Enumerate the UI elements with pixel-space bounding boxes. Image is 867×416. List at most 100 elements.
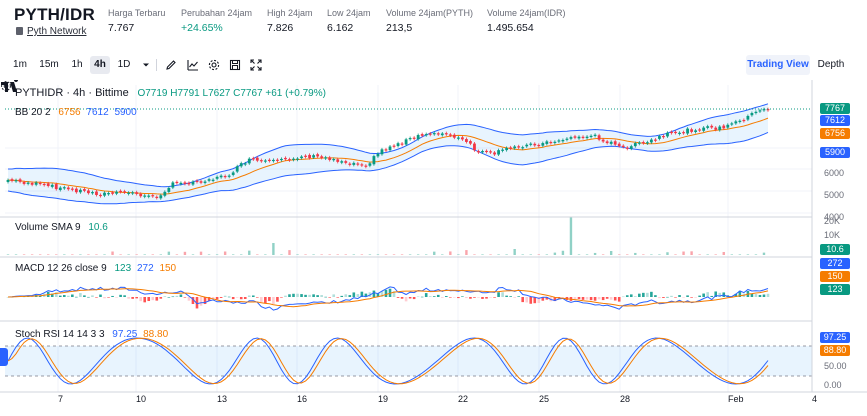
- interval-4h[interactable]: 4h: [90, 56, 110, 74]
- macd-histogram-bar: [718, 292, 722, 297]
- macd-histogram-bar: [396, 297, 400, 298]
- draw-icon[interactable]: [164, 58, 178, 72]
- volume-bar: [304, 254, 307, 255]
- interval-15m[interactable]: 15m: [39, 59, 59, 70]
- stat-volume-pyth: Volume 24jam(PYTH) 213,5: [386, 8, 473, 34]
- settings-icon[interactable]: [207, 58, 221, 72]
- macd-histogram-bar: [280, 297, 283, 298]
- macd-histogram-bar: [497, 292, 500, 297]
- macd-histogram-bar: [340, 295, 344, 297]
- candle-body: [541, 143, 545, 146]
- candle-body: [388, 146, 392, 151]
- trading-view-tab[interactable]: Trading View: [746, 55, 810, 75]
- macd-histogram-bar: [260, 297, 263, 303]
- bb-lower-line: [7, 131, 769, 205]
- macd-tag-hist: 123: [820, 284, 850, 295]
- candle-body: [87, 190, 90, 194]
- stoch-rsi-plot: [5, 337, 812, 385]
- volume-bar: [529, 254, 532, 255]
- collapse-left-handle[interactable]: [0, 348, 8, 366]
- macd-histogram-bar: [629, 294, 633, 297]
- candle-body: [316, 154, 320, 157]
- toolbar-divider: [156, 59, 157, 71]
- macd-histogram-bar: [243, 297, 247, 299]
- chart-title: PYTHIDR · 4h · Bittime: [15, 87, 129, 99]
- macd-histogram-bar: [505, 295, 508, 297]
- interval-1m[interactable]: 1m: [13, 59, 27, 70]
- volume-bar: [706, 254, 709, 255]
- macd-histogram-bar: [605, 297, 609, 299]
- candle-body: [368, 163, 372, 166]
- volume-bar: [722, 252, 725, 255]
- stoch-tag-k: 97.25: [820, 332, 850, 343]
- macd-histogram-bar: [163, 296, 167, 297]
- volume-bar: [457, 254, 460, 255]
- fullscreen-icon[interactable]: [249, 58, 263, 72]
- macd-histogram-bar: [445, 296, 448, 297]
- candle-body: [497, 150, 500, 155]
- candle-body: [537, 144, 541, 147]
- save-icon[interactable]: [228, 58, 242, 72]
- volume-bar: [127, 254, 130, 255]
- stat-label: Perubahan 24jam: [181, 8, 253, 18]
- candle-body: [690, 129, 693, 132]
- macd-histogram-bar: [754, 294, 758, 297]
- volume-bar: [199, 251, 203, 255]
- macd-histogram-bar: [477, 297, 480, 298]
- candle-body: [231, 172, 235, 175]
- candle-body: [589, 135, 593, 138]
- candle-body: [219, 175, 223, 178]
- candle-body: [372, 156, 376, 165]
- macd-histogram-bar: [589, 297, 593, 301]
- candle-body: [30, 182, 34, 185]
- macd-histogram-bar: [364, 293, 368, 297]
- candle-body: [167, 187, 171, 192]
- candle-body: [557, 140, 561, 142]
- volume-bar: [79, 254, 82, 255]
- candle-body: [469, 141, 472, 144]
- macd-histogram-bar: [239, 297, 243, 300]
- candle-body: [344, 161, 348, 163]
- time-tick: 13: [217, 394, 228, 404]
- chart-area[interactable]: PYTHIDR · 4h · Bittime O7719 H7791 L7627…: [0, 80, 867, 416]
- volume-bar: [577, 254, 581, 255]
- macd-histogram-bar: [6, 297, 10, 298]
- interval-1d[interactable]: 1D: [117, 59, 131, 70]
- macd-tag-signal: 150: [820, 271, 850, 282]
- macd-histogram-bar: [662, 297, 665, 298]
- candle-body: [633, 143, 637, 147]
- candle-body: [83, 189, 86, 191]
- stat-value: 213,5: [386, 22, 413, 34]
- candle-body: [123, 191, 127, 193]
- volume-bar: [561, 250, 565, 255]
- time-tick: 16: [297, 394, 308, 404]
- candle-body: [103, 192, 106, 196]
- gear-icon[interactable]: [0, 80, 12, 92]
- candle-body: [50, 184, 54, 187]
- macd-histogram-bar: [682, 297, 685, 298]
- stat-label: Low 24jam: [327, 8, 371, 18]
- depth-tab[interactable]: Depth: [817, 59, 845, 70]
- macd-histogram-bar: [247, 295, 251, 297]
- macd-histogram-bar: [83, 295, 86, 297]
- source-link[interactable]: Pyth Network: [16, 26, 86, 37]
- indicator-icon[interactable]: [186, 58, 200, 72]
- price-tag-bb-upper: 7612: [820, 115, 850, 126]
- candle-body: [448, 134, 452, 136]
- volume-bar: [248, 250, 251, 255]
- macd-histogram-bar: [171, 296, 175, 298]
- volume-bar: [626, 254, 629, 255]
- volume-bar: [63, 254, 66, 255]
- chart-toolbar: 1m 15m 1h 4h 1D Trading View Depth: [0, 52, 867, 78]
- stoch-tag-d: 88.80: [820, 345, 850, 356]
- chevron-down-icon[interactable]: [139, 58, 153, 72]
- volume-bar: [433, 251, 436, 255]
- candle-body: [119, 190, 122, 193]
- candle-body: [489, 151, 492, 153]
- macd-histogram-bar: [135, 297, 138, 299]
- interval-1h[interactable]: 1h: [71, 59, 83, 70]
- macd-histogram-bar: [256, 297, 259, 298]
- chart-canvas[interactable]: [0, 80, 867, 416]
- macd-histogram-bar: [296, 293, 299, 297]
- volume-bar: [585, 254, 589, 255]
